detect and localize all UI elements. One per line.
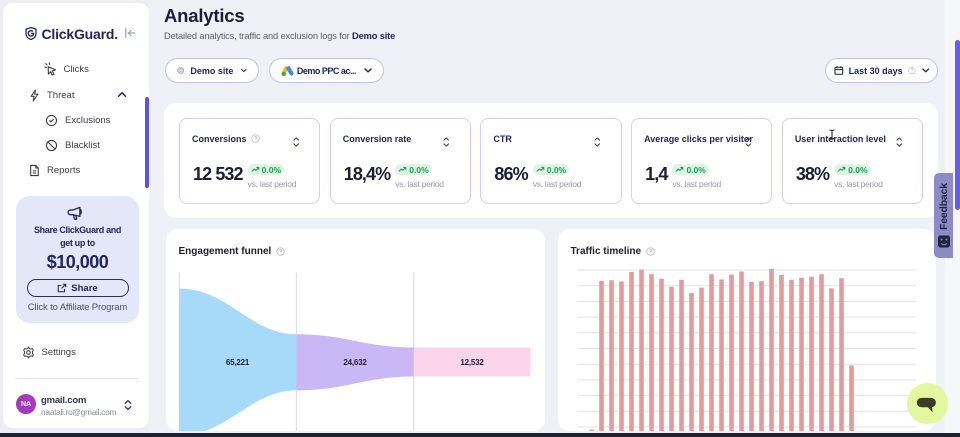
svg-text:24,632: 24,632 <box>343 358 367 367</box>
svg-text:Feedback: Feedback <box>938 183 950 230</box>
svg-text:12,532: 12,532 <box>460 358 484 367</box>
svg-text:65,221: 65,221 <box>226 358 250 367</box>
